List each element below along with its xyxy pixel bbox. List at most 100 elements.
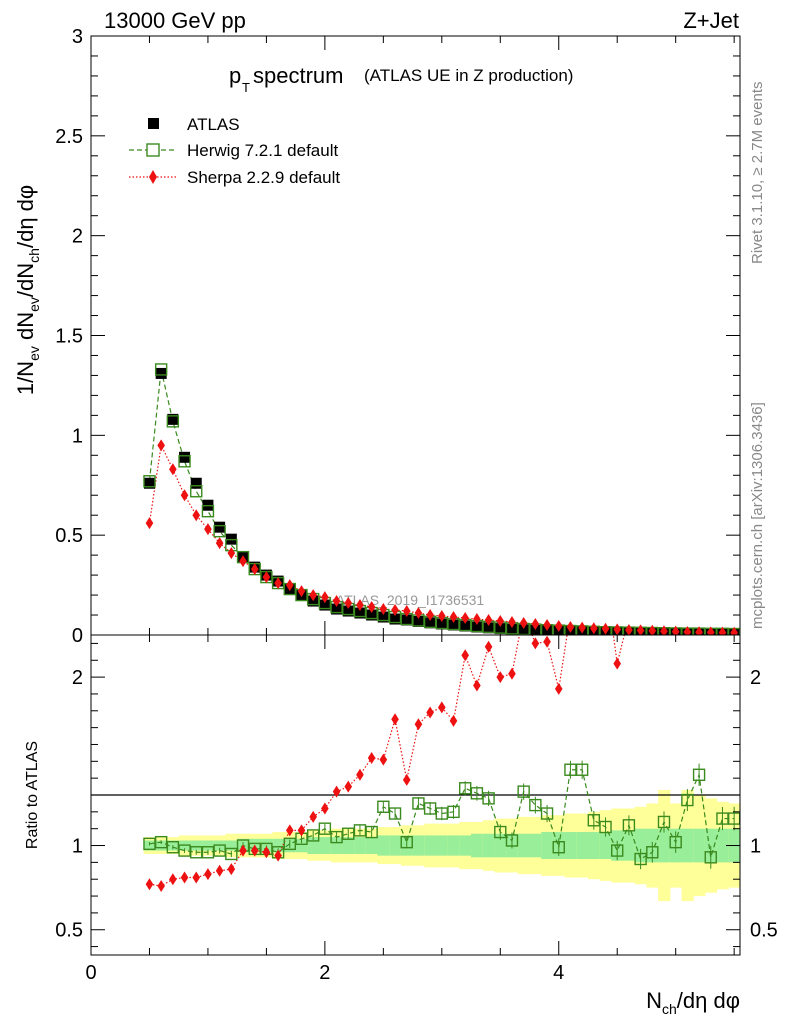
sherpa-point (379, 603, 388, 616)
atlas-point (401, 614, 413, 626)
main-ylabel: 1/Nev dNev/dNch/dη dφ (13, 185, 42, 395)
main-ytick-label: 0 (72, 625, 83, 647)
ratio-band-inner (541, 832, 554, 859)
sherpa-ratio-point (262, 846, 271, 859)
atlas-point (377, 611, 389, 623)
atlas-point (319, 599, 331, 611)
sherpa-ratio-point (449, 714, 458, 727)
ratio-band-inner (435, 835, 449, 856)
ratio-band-inner (389, 835, 402, 856)
sherpa-point (636, 624, 645, 635)
sherpa-point (461, 612, 469, 625)
legend-herwig-marker (146, 143, 160, 157)
sherpa-ratio-point (707, 573, 715, 585)
ratio-data (143, 570, 740, 892)
sherpa-ratio-point (613, 657, 622, 670)
atlas-point (354, 607, 366, 619)
atlas-point (436, 618, 448, 630)
sherpa-ratio-point (602, 570, 610, 582)
atlas-point (389, 613, 401, 625)
sherpa-point (250, 563, 259, 576)
herwig-ratio-point (482, 792, 495, 805)
herwig-point (201, 505, 215, 518)
ratio-ytick-label: 1 (72, 836, 83, 858)
herwig-ratio-point (505, 834, 519, 847)
sherpa-ratio-point (204, 868, 212, 881)
sherpa-ratio-point (344, 780, 353, 793)
atlas-point (342, 605, 354, 617)
sherpa-point (414, 607, 423, 620)
sherpa-point (274, 577, 282, 590)
herwig-ratio-point (552, 841, 565, 854)
sherpa-ratio-point (648, 570, 656, 582)
atlas-point (412, 615, 424, 627)
sherpa-ratio-point (590, 577, 598, 589)
herwig-ratio-point (611, 844, 624, 857)
main-ytick-label: 1.5 (55, 326, 83, 348)
herwig-ratio-point (377, 800, 390, 813)
ratio-band-inner (377, 835, 390, 856)
herwig-ratio-point (540, 807, 554, 820)
plot-title-word: spectrum (253, 63, 343, 88)
sherpa-point (227, 547, 236, 560)
herwig-ratio-point (306, 829, 320, 842)
ratio-xtick-label: 4 (553, 962, 564, 984)
herwig-point (190, 485, 203, 498)
sherpa-ratio-point (321, 802, 329, 815)
ratio-band-inner (295, 838, 308, 853)
herwig-ratio-point (400, 835, 413, 849)
legend-sherpa-marker (149, 170, 157, 184)
sherpa-point (262, 571, 271, 584)
legend-herwig-label: Herwig 7.2.1 default (187, 141, 338, 160)
ratio-band-inner (658, 828, 671, 863)
ratio-band-inner (482, 833, 495, 858)
main-panel: 00.511.522.53 ATLAS_2019_I1736531 p T sp… (13, 26, 741, 647)
ratio-band-inner (330, 837, 343, 854)
legend-atlas-label: ATLAS (187, 115, 240, 134)
ratio-band-inner (202, 840, 215, 851)
sherpa-ratio-point (719, 595, 727, 607)
herwig-ratio-point (388, 807, 402, 820)
plot-title-subscript: T (242, 80, 250, 95)
sherpa-ratio-point (730, 570, 738, 582)
atlas-point (483, 622, 495, 634)
atlas-point (179, 451, 191, 463)
header-energy: 13000 GeV pp (104, 8, 246, 33)
ratio-ytick-label: 0.5 (55, 920, 83, 942)
sherpa-point (543, 619, 551, 632)
svg-text:1/Nev dNev/dNch/dη dφ: 1/Nev dNev/dNch/dη dφ (13, 185, 42, 395)
sherpa-ratio-point (414, 718, 423, 731)
sherpa-ratio-point (309, 810, 317, 823)
legend-herwig: Herwig 7.2.1 default (129, 141, 338, 160)
sherpa-point (625, 624, 633, 635)
sherpa-ratio-point (496, 671, 505, 684)
sherpa-ratio-point (356, 768, 364, 781)
atlas-point (448, 619, 460, 631)
herwig-ratio-point (692, 768, 706, 781)
ratio-xtick-label: 2 (319, 962, 330, 984)
herwig-ratio-point (517, 785, 530, 798)
sherpa-ratio-point (543, 635, 551, 648)
main-ytick-label: 3 (72, 26, 83, 48)
herwig-ratio-point (622, 819, 636, 832)
ratio-band-inner (564, 832, 577, 859)
sherpa-ratio-point (625, 610, 633, 622)
sherpa-ratio-point (531, 637, 540, 650)
ratio-band-inner (155, 840, 168, 851)
ratio-band-inner (517, 833, 531, 858)
sherpa-point (356, 599, 364, 612)
sherpa-ratio-point (391, 713, 399, 726)
legend-sherpa: Sherpa 2.2.9 default (129, 168, 340, 187)
ratio-band-inner (447, 835, 460, 856)
sherpa-ratio-point (554, 682, 563, 695)
sherpa-ratio-point (215, 864, 224, 877)
ratio-band-inner (716, 828, 729, 863)
atlas-point (143, 477, 155, 489)
ratio-frame (90, 634, 741, 956)
main-ytick-label: 2 (72, 226, 83, 248)
sherpa-ratio-point (379, 753, 388, 766)
ratio-ytick-label: 2 (72, 667, 83, 689)
atlas-point (366, 609, 378, 621)
sherpa-ratio-point (484, 640, 493, 653)
